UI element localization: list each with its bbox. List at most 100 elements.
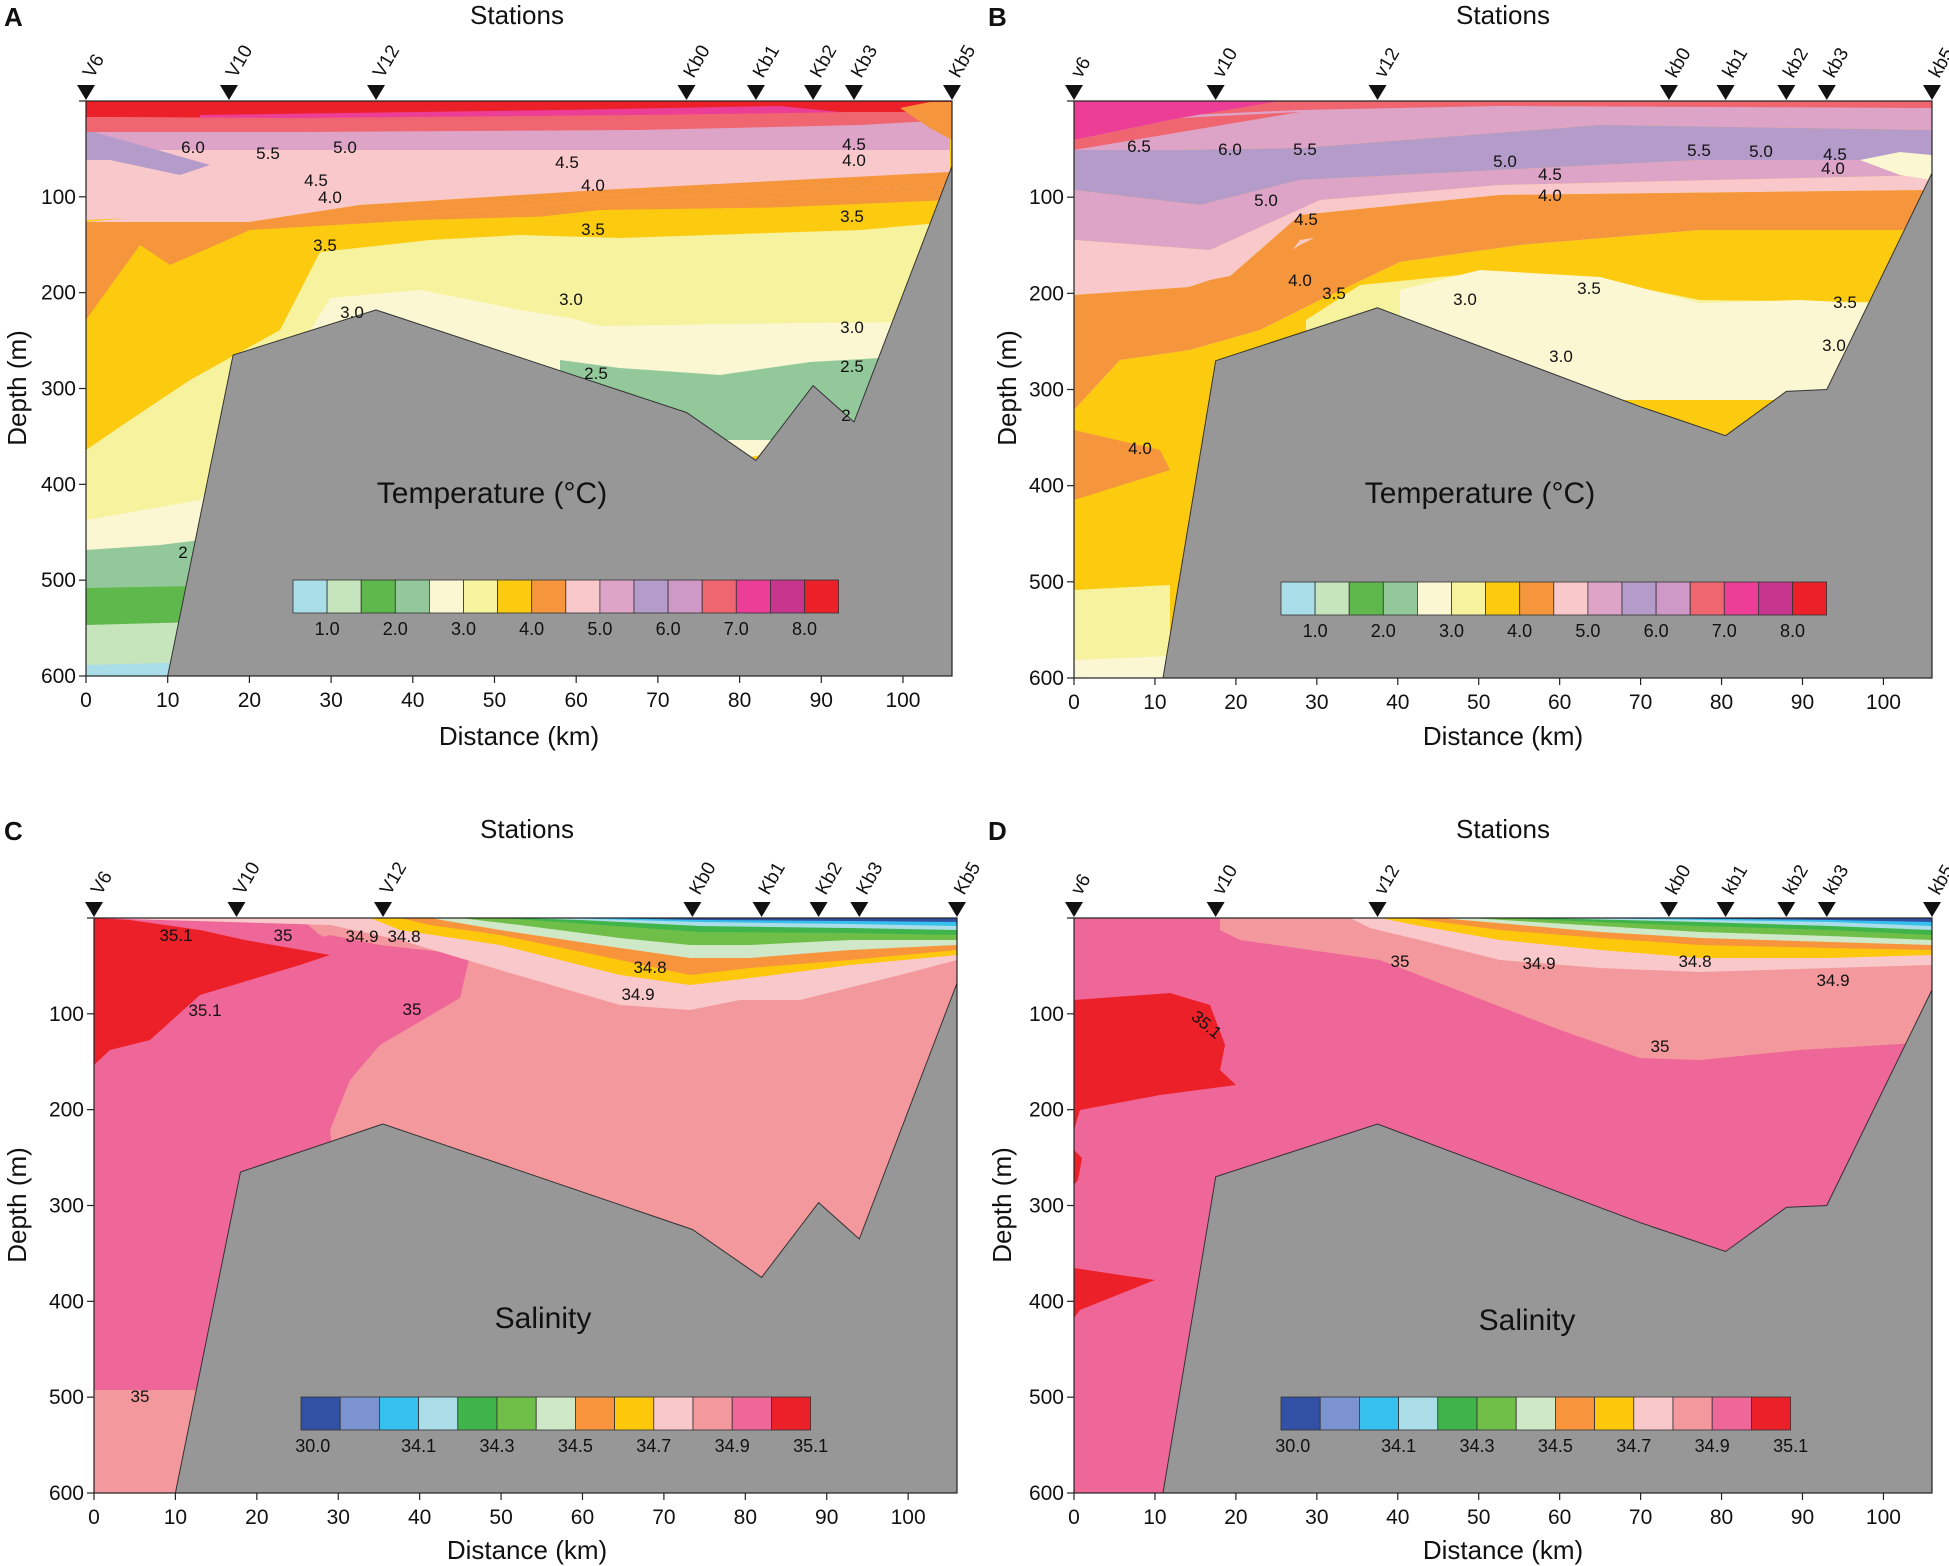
station-label: Kb1 [749,42,784,82]
contour-label: 5.0 [1493,152,1517,171]
band-temp-5.5-b-b [1074,160,1932,250]
colorbar-swatch [1515,1396,1556,1431]
station-label: kb1 [1719,44,1753,81]
x-tick-label: 60 [1548,1506,1571,1529]
station-label: Kb0 [680,42,715,82]
y-tick-label: 200 [41,282,76,305]
colorbar-swatch [804,579,839,614]
band-temp-2.5-c-b [1074,656,1170,678]
contour-label: 3.0 [1822,336,1846,355]
station-label: kb2 [1779,44,1813,81]
station-marker [85,902,103,917]
x-tick-label: 40 [401,689,424,712]
station-label: V10 [222,42,257,82]
station-label: kb3 [1820,44,1854,81]
station-markers-a: V6 V10 V12 Kb0 Kb1 Kb2 Kb3 Kb5 [77,42,980,100]
contour-label: 4.0 [318,188,342,207]
colorbar-swatch [565,579,601,614]
station-label: V12 [376,859,411,899]
colorbar-label: 34.9 [1695,1436,1730,1456]
contour-label: 3.0 [840,318,864,337]
station-marker [1206,85,1225,100]
station-label: v10 [1209,861,1243,898]
contour-label: 5.0 [333,138,357,157]
colorbar-label: 35.1 [1773,1436,1808,1456]
y-tick-label: 100 [1029,1003,1064,1026]
colorbar-swatch [575,1396,616,1431]
colorbar-swatch [418,1396,459,1431]
colorbar-swatch [599,579,635,614]
contour-label: 35 [1651,1037,1670,1056]
contour-label: 2.5 [840,357,864,376]
contour-label: 5.5 [1293,140,1317,159]
band-sal-35.1-c-d [1074,1268,1155,1318]
colorbar-swatch [653,1396,694,1431]
station-marker [1716,85,1735,100]
overlay-label-d: Salinity [1479,1304,1576,1337]
station-marker [374,902,393,917]
station-markers-b: v6 v10 v12 kb0 kb1 kb2 kb3 kb5 [1065,44,1949,100]
y-tick-label: 200 [49,1099,84,1122]
contour-label: 35 [131,1387,150,1406]
contour-label: 3.5 [1833,293,1857,312]
band-temp-3.0-b-b [1074,585,1170,678]
colorbar-label: 34.3 [1459,1436,1494,1456]
x-tick-label: 10 [1143,1506,1166,1529]
colorbar-swatch [770,579,805,614]
x-tick-label: 50 [1467,1506,1490,1529]
band-temp-7.5-b [1074,101,1280,140]
y-tick-label: 300 [1029,379,1064,402]
x-tick-label: 40 [1386,1506,1409,1529]
colorbar-swatch [1519,581,1555,616]
colorbar-swatch [1723,581,1759,616]
x-tick-label: 40 [408,1506,431,1529]
x-tick-label: 80 [1710,1506,1733,1529]
x-tick-label: 50 [1467,691,1490,714]
x-tick-label: 30 [327,1506,350,1529]
panel-letter-c: C [4,816,23,846]
colorbar-label: 30.0 [295,1436,330,1456]
station-label: V10 [230,859,265,899]
colorbar-label: 3.0 [1439,621,1464,641]
colorbar-label: 34.5 [1538,1436,1573,1456]
colorbar-swatch [292,579,328,614]
contour-label: 34.9 [1816,971,1849,990]
colorbar-swatch [1280,581,1316,616]
contour-label: 4.5 [842,135,866,154]
x-tick-label: 100 [1866,691,1901,714]
y-tick-label: 400 [1029,1290,1064,1313]
band-temp-7.0-b-b [1074,112,1300,150]
y-tick-label: 600 [1029,1482,1064,1505]
contour-label: 5.0 [1749,142,1773,161]
panel-b: B Stations 0 10 20 30 40 50 60 70 80 90 100 100 200 3… [988,0,1949,751]
x-tick-label: 100 [1866,1506,1901,1529]
colorbar-label: 5.0 [1575,621,1600,641]
colorbar-label: 34.5 [558,1436,593,1456]
colorbar-label: 34.9 [715,1436,750,1456]
contour-label: 34.8 [1678,952,1711,971]
band-temp-4.5-b [1074,190,1932,370]
y-tick-label: 500 [1029,1386,1064,1409]
band-temp-6.0-a [86,130,210,175]
x-tick-label: 50 [483,689,506,712]
colorbar-label: 6.0 [1644,621,1669,641]
station-label: v12 [1371,44,1405,81]
colorbar-swatch [1398,1396,1439,1431]
station-marker [1923,85,1941,100]
station-marker [844,85,863,100]
colorbar-c: 30.0 34.1 34.3 34.5 34.7 34.9 35.1 [295,1396,828,1456]
x-tick-label: 20 [1224,691,1247,714]
station-label: v10 [1209,44,1243,81]
contour-label: 34.9 [621,985,654,1004]
colorbar-label: 1.0 [1303,621,1328,641]
colorbar-swatch [339,1396,380,1431]
station-marker [677,85,696,100]
x-tick-label: 80 [728,689,751,712]
x-tick-label: 90 [1791,1506,1814,1529]
colorbar-swatch [1553,581,1589,616]
colorbar-swatch [1587,581,1623,616]
colorbar-label: 3.0 [451,619,476,639]
station-label: Kb5 [945,42,980,82]
contour-label: 3.0 [340,303,364,322]
station-marker [804,85,823,100]
